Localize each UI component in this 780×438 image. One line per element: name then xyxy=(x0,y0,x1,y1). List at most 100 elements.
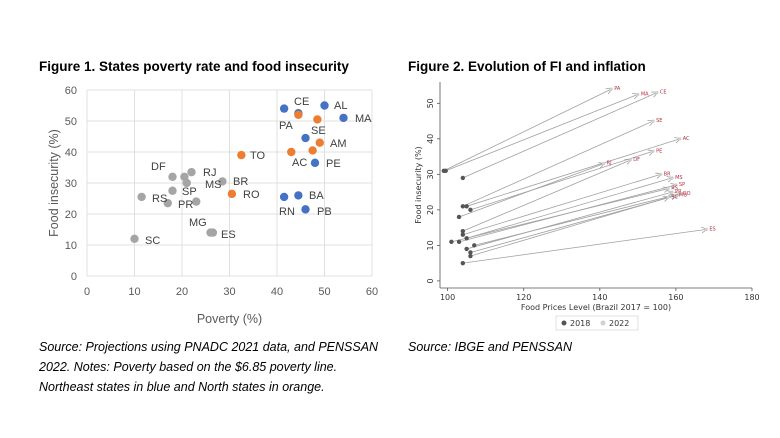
figure2-xtick-label: 100 xyxy=(440,293,455,302)
figure2-point-label-df: DF xyxy=(633,157,640,163)
figure2-ytick-label: 20 xyxy=(426,205,435,215)
figure2-point-2022-rj xyxy=(602,162,606,166)
figure1-ytick-label: 50 xyxy=(65,116,77,128)
figure1-point-label-pr: PR xyxy=(178,199,193,211)
figure1-point-label-se: SE xyxy=(311,125,326,137)
figure1-point-sc xyxy=(130,234,139,243)
figure1-point-label-rn: RN xyxy=(279,206,295,218)
figure1-point-label-ac: AC xyxy=(292,157,307,169)
figure2-point-2022-ma xyxy=(636,92,640,97)
figure2-point-2018-sp xyxy=(456,239,462,245)
figure2-legend-box xyxy=(555,315,639,331)
figure2-caption: Source: IBGE and PENSSAN xyxy=(408,340,572,354)
figure2-point-2022-es xyxy=(704,227,708,231)
figure1-point-label-pb: PB xyxy=(317,206,332,218)
figure2-point-2018-ce xyxy=(460,175,466,181)
figure2-ytick-label: 10 xyxy=(426,240,435,250)
figure1-point-ro xyxy=(227,189,237,199)
figure2-point-2022-pe xyxy=(651,149,655,153)
figure2-arrow-ce xyxy=(462,93,657,179)
figure1-point-es xyxy=(208,228,218,237)
figure2-ytick-label: 0 xyxy=(426,278,435,283)
figure2-point-label-es: ES xyxy=(709,226,715,232)
figure2-point-2022-pa xyxy=(609,87,613,91)
figure1-point-rj xyxy=(187,167,196,177)
figure1-point-label-ce: CE xyxy=(294,96,309,108)
figure2-point-label-pe: PE xyxy=(656,148,662,154)
figure2-point-2018-es xyxy=(460,260,466,266)
figure2-point-2018-pr xyxy=(464,246,469,252)
figure1-xtick-label: 0 xyxy=(84,286,90,298)
figure2-arrow-br xyxy=(462,174,661,236)
figure2-point-2022-sc xyxy=(666,195,670,200)
figure1-point-label-rj: RJ xyxy=(203,167,216,179)
figure2-arrow-go xyxy=(474,194,679,246)
figure2-arrow-rj xyxy=(458,164,604,218)
figure1-point-pr xyxy=(192,197,201,206)
figure2-point-label-ma: MA xyxy=(641,91,649,97)
figure2-arrow-pe xyxy=(470,151,653,211)
figure2-point-label-ms: MS xyxy=(675,175,683,181)
figure1-point-al xyxy=(320,101,329,110)
figure1-point-label-sp: SP xyxy=(182,186,197,198)
figure1-ytick-label: 0 xyxy=(71,271,77,283)
figure1-point-label-am: AM xyxy=(330,138,347,150)
figure2-arrow-pr xyxy=(466,192,672,250)
figure2-point-label-rj: RJ xyxy=(607,161,612,167)
figure1-xtick-label: 60 xyxy=(366,286,378,298)
figure1-point-unlabeled xyxy=(163,198,172,208)
figure2-point-label-ce: CE xyxy=(660,90,667,96)
figure1-point-rs xyxy=(137,192,146,202)
figure2-point-label-br: BR xyxy=(664,171,671,177)
figure2-point-2022-go xyxy=(678,192,682,196)
figure2-arrow-df xyxy=(462,160,630,232)
figure1-point-label-ba: BA xyxy=(309,190,324,202)
figure1-xtick-label: 40 xyxy=(271,286,283,298)
figure1-point-label-es: ES xyxy=(221,229,236,241)
figure2-title: Figure 2. Evolution of FI and inflation xyxy=(408,59,646,74)
figure1-point-label-mg: MG xyxy=(189,217,207,229)
figure1-point-label-to: TO xyxy=(250,150,266,162)
figure1-caption: Source: Projections using PNADC 2021 dat… xyxy=(39,340,379,394)
figure1-point-label-ma: MA xyxy=(355,113,372,125)
figure2-point-2018-go xyxy=(472,243,477,248)
figure2-arrow-ac xyxy=(466,139,680,207)
figure2-point-label-go: GO xyxy=(683,191,691,197)
figure2-point-2018-mg xyxy=(468,250,473,255)
figure2-ytick-label: 40 xyxy=(426,134,435,144)
figure1-point-ba xyxy=(294,191,303,200)
figure2-arrow-es xyxy=(462,229,707,264)
figure2-point-label-rs: RS xyxy=(671,186,678,192)
figure2-yaxis-label: Food insecurity (%) xyxy=(414,146,423,223)
figure2-point-2022-ms xyxy=(670,176,674,180)
figure2-legend-marker-2018 xyxy=(561,320,567,326)
figure1-xtick-label: 20 xyxy=(176,286,188,298)
figure1-point-label-ro: RO xyxy=(243,189,260,201)
figure1-point-pa xyxy=(294,110,303,120)
figure2-point-label-mg: MG xyxy=(679,193,687,199)
figure1-point-label-rs: RS xyxy=(152,193,167,205)
figure2-arrow-ma xyxy=(445,94,638,172)
figure2-point-2022-rs xyxy=(666,186,670,191)
figure2-point-2018-rs xyxy=(449,239,454,245)
figure2-point-2018-ma xyxy=(443,168,448,173)
figure1-ytick-label: 60 xyxy=(65,85,77,97)
figure1-point-rn xyxy=(279,192,289,202)
figure2-point-label-se: SE xyxy=(656,118,662,124)
figure2-arrow-se xyxy=(462,121,653,207)
figure1-point-df xyxy=(168,172,177,181)
figure1-xtick-label: 10 xyxy=(128,286,140,298)
figure1-point-label-sc: SC xyxy=(145,235,160,247)
figure1-point-ma xyxy=(339,113,348,123)
figure1-plot: 0 10 20 30 40 50 60 0 10 20 30 40 50 60 Poverty (%) Foo… xyxy=(47,85,378,326)
figure2-plot: 0 10 20 30 40 50 100 120 140 160 180 Food Prices Le… xyxy=(414,82,760,331)
figure2-arrow-ms xyxy=(466,178,672,239)
figure2-point-label-sc: SC xyxy=(671,194,678,200)
figure1-point-label-pe: PE xyxy=(326,158,341,170)
figure2-point-2018-pe xyxy=(468,207,473,213)
figure2-point-2018-ac xyxy=(464,204,469,209)
figure1-point-unlabeled xyxy=(308,146,317,155)
figure1-point-br xyxy=(218,177,227,186)
figure2-point-2022-ce xyxy=(655,91,659,95)
figure1-xaxis-label: Poverty (%) xyxy=(197,312,262,326)
